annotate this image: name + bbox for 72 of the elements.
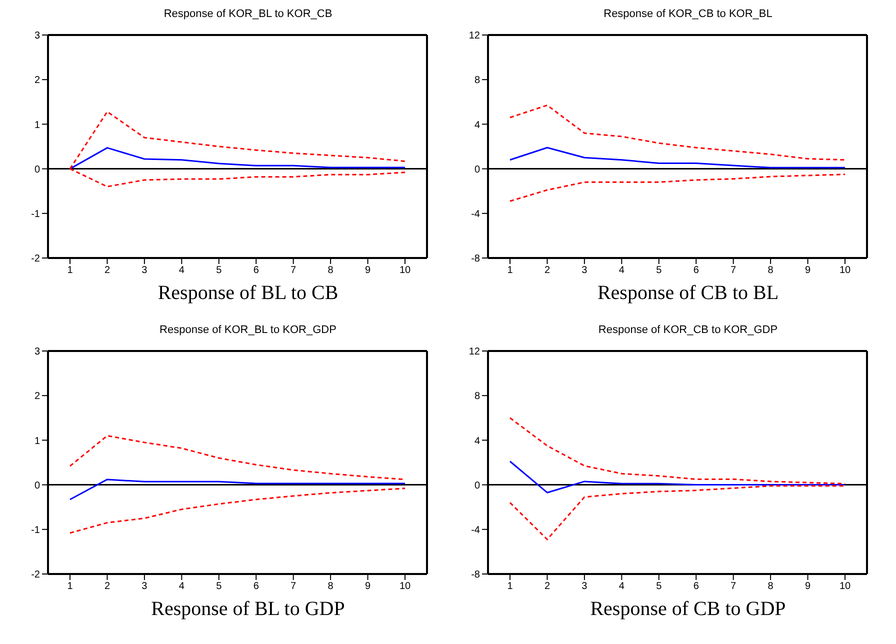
x-tick-label: 1 [67, 581, 74, 592]
text: Response of BL to GDP [150, 598, 346, 621]
y-tick-label: 2 [34, 75, 40, 86]
y-tick-label: 1 [34, 436, 40, 447]
y-tick-label: -1 [31, 208, 40, 220]
chart-title: Response of KOR_BL to KOR_GDP [158, 324, 338, 338]
chart-title: Response of KOR_CB to KOR_BL [602, 8, 774, 22]
x-tick-label: 7 [730, 581, 737, 592]
x-tick-label: 1 [507, 265, 514, 276]
x-tick-label: 10 [399, 581, 411, 592]
x-tick-label: 2 [544, 581, 550, 592]
x-tick-label: 5 [216, 581, 222, 592]
y-tick-label: 0 [474, 480, 480, 492]
y-tick-label: 12 [468, 346, 480, 358]
chart-title: Response of KOR_CB to KOR_GDP [597, 324, 779, 338]
x-tick-label: 10 [839, 581, 851, 592]
text: Response of BL to CB [156, 282, 340, 305]
x-tick-label: 1 [507, 581, 514, 592]
y-tick-label: -8 [471, 254, 480, 265]
text: Response of CB to GDP [589, 598, 787, 621]
x-tick-label: 7 [290, 265, 297, 276]
x-tick-label: 9 [804, 581, 811, 592]
x-tick-label: 5 [656, 581, 662, 592]
y-tick-label: -4 [471, 524, 480, 536]
x-tick-label: 9 [804, 265, 811, 276]
y-tick-label: -8 [471, 570, 480, 581]
x-tick-label: 1 [67, 265, 74, 276]
y-tick-label: 4 [474, 436, 480, 447]
y-tick-label: -2 [31, 254, 40, 265]
x-tick-label: 7 [730, 265, 737, 276]
x-tick-label: 2 [104, 265, 110, 276]
x-tick-label: 8 [328, 581, 334, 592]
x-tick-label: 7 [290, 581, 297, 592]
y-tick-label: 0 [34, 164, 40, 176]
y-tick-label: -1 [31, 524, 40, 536]
x-tick-label: 8 [768, 581, 774, 592]
x-tick-label: 2 [544, 265, 550, 276]
x-tick-label: 6 [253, 581, 260, 592]
x-tick-label: 10 [399, 265, 411, 276]
x-tick-label: 2 [104, 581, 110, 592]
text: Response of CB to BL [596, 282, 780, 305]
y-tick-label: 3 [34, 30, 40, 42]
y-tick-label: 8 [474, 391, 480, 402]
x-tick-label: 3 [142, 581, 148, 592]
y-tick-label: 0 [34, 480, 40, 492]
x-tick-label: 8 [768, 265, 774, 276]
chart-title: Response of KOR_BL to KOR_CB [162, 8, 334, 22]
y-tick-label: 12 [468, 30, 480, 42]
x-tick-label: 9 [364, 581, 371, 592]
y-tick-label: 4 [474, 120, 480, 131]
x-tick-label: 9 [364, 265, 371, 276]
x-tick-label: 4 [618, 581, 625, 592]
x-tick-label: 6 [693, 581, 700, 592]
x-tick-label: 3 [582, 581, 588, 592]
y-tick-label: 2 [34, 391, 40, 402]
y-tick-label: 0 [474, 164, 480, 176]
x-tick-label: 5 [656, 265, 662, 276]
x-tick-label: 8 [328, 265, 334, 276]
x-tick-label: 6 [253, 265, 260, 276]
x-tick-label: 5 [216, 265, 222, 276]
y-tick-label: 8 [474, 75, 480, 86]
y-tick-label: -2 [31, 570, 40, 581]
x-tick-label: 6 [693, 265, 700, 276]
x-tick-label: 4 [178, 581, 185, 592]
x-tick-label: 4 [178, 265, 185, 276]
x-tick-label: 10 [839, 265, 851, 276]
y-tick-label: 1 [34, 120, 40, 131]
x-tick-label: 3 [582, 265, 588, 276]
y-tick-label: 3 [34, 346, 40, 358]
x-tick-label: 3 [142, 265, 148, 276]
x-tick-label: 4 [618, 265, 625, 276]
y-tick-label: -4 [471, 208, 480, 220]
